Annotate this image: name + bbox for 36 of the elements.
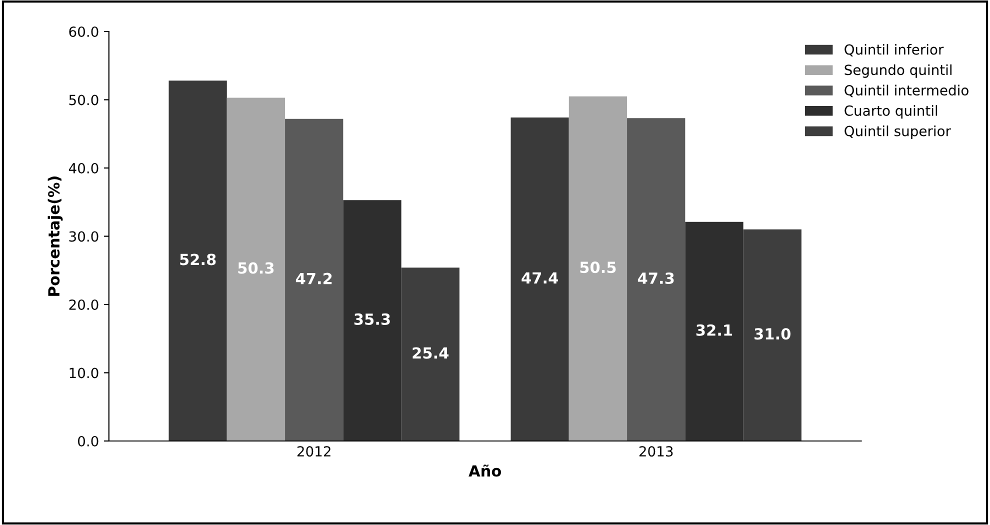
data-label: 47.2 [296, 272, 332, 284]
legend-label: Quintil intermedio [844, 84, 968, 98]
bar [168, 80, 227, 441]
legend-label: Quintil inferior [844, 44, 944, 56]
data-label: 47.3 [638, 272, 674, 284]
y-tick-label: 50.0 [69, 94, 98, 106]
x-axis-title: Año [468, 464, 502, 477]
y-tick-label: 40.0 [68, 162, 98, 174]
x-tick-label: 2012 [297, 446, 330, 457]
data-label: 52.8 [180, 254, 216, 266]
data-label: 25.4 [412, 347, 449, 359]
data-label: 35.3 [354, 313, 390, 325]
y-axis-title: Porcentaje(%) [48, 176, 63, 296]
data-label: 32.1 [696, 324, 732, 336]
data-label: 31.0 [754, 328, 790, 340]
y-tick-label: 30.0 [69, 231, 98, 242]
legend-label: Cuarto quintil [844, 105, 938, 119]
bar [510, 117, 569, 441]
bar [685, 222, 744, 441]
bar [627, 118, 686, 441]
bar [568, 96, 628, 441]
x-tick-label: 2013 [639, 446, 673, 457]
bar [226, 98, 286, 441]
legend-label: Quintil superior [844, 126, 951, 139]
y-tick-label: 10.0 [70, 368, 98, 378]
y-tick-label: 20.0 [69, 299, 98, 310]
data-label: 50.5 [580, 262, 616, 274]
bar [401, 268, 460, 441]
data-label: 50.3 [238, 262, 274, 274]
y-tick-label: 60.0 [69, 26, 98, 37]
y-tick-label: 0.0 [78, 436, 98, 446]
legend-label: Segundo quintil [844, 64, 952, 78]
bar [343, 200, 402, 441]
data-label: 47.4 [522, 272, 558, 284]
bar [743, 229, 802, 441]
bar [285, 118, 344, 441]
